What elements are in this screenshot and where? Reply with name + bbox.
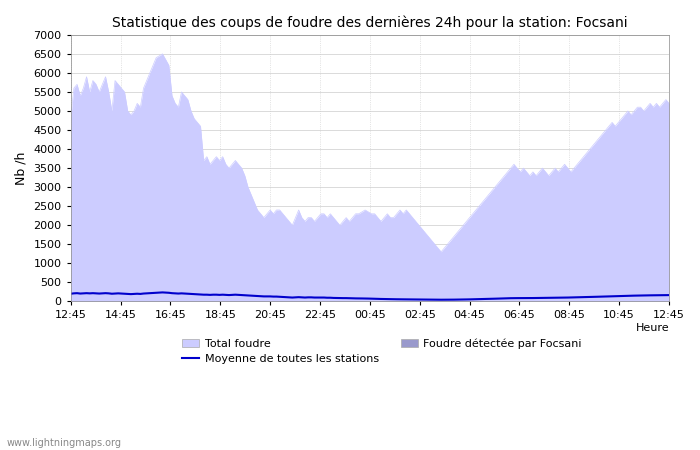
Title: Statistique des coups de foudre des dernières 24h pour la station: Focsani: Statistique des coups de foudre des dern… — [112, 15, 628, 30]
Text: www.lightningmaps.org: www.lightningmaps.org — [7, 438, 122, 448]
Text: Heure: Heure — [636, 323, 669, 333]
Y-axis label: Nb /h: Nb /h — [15, 151, 28, 185]
Legend: Total foudre, Moyenne de toutes les stations, Foudre détectée par Focsani: Total foudre, Moyenne de toutes les stat… — [178, 333, 586, 369]
